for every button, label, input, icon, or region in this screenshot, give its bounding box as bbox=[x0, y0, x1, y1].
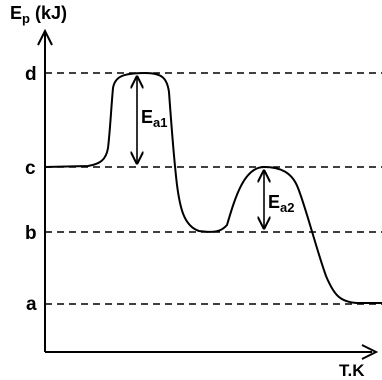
level-label-b: b bbox=[25, 223, 37, 244]
ea1-label-main: E bbox=[141, 107, 153, 127]
level-label-d: d bbox=[25, 64, 37, 85]
ea2-label: Ea2 bbox=[268, 192, 294, 215]
y-axis-label: Ep (kJ) bbox=[10, 3, 67, 26]
y-axis-label-unit: (kJ) bbox=[30, 3, 67, 23]
level-label-c: c bbox=[25, 158, 36, 179]
y-axis-label-main: E bbox=[10, 3, 22, 23]
ea1-label-sub: a1 bbox=[153, 115, 167, 130]
ea1-label: Ea1 bbox=[141, 107, 167, 130]
y-axis-arrow-icon bbox=[37, 28, 53, 46]
level-label-a: a bbox=[26, 294, 37, 315]
energy-profile-curve bbox=[44, 71, 382, 304]
ea2-label-sub: a2 bbox=[280, 200, 294, 215]
x-axis-label: T.K bbox=[339, 361, 365, 380]
ea2-label-main: E bbox=[268, 192, 280, 212]
y-axis-label-sub: p bbox=[22, 11, 30, 26]
x-axis-arrow-icon bbox=[361, 344, 379, 360]
